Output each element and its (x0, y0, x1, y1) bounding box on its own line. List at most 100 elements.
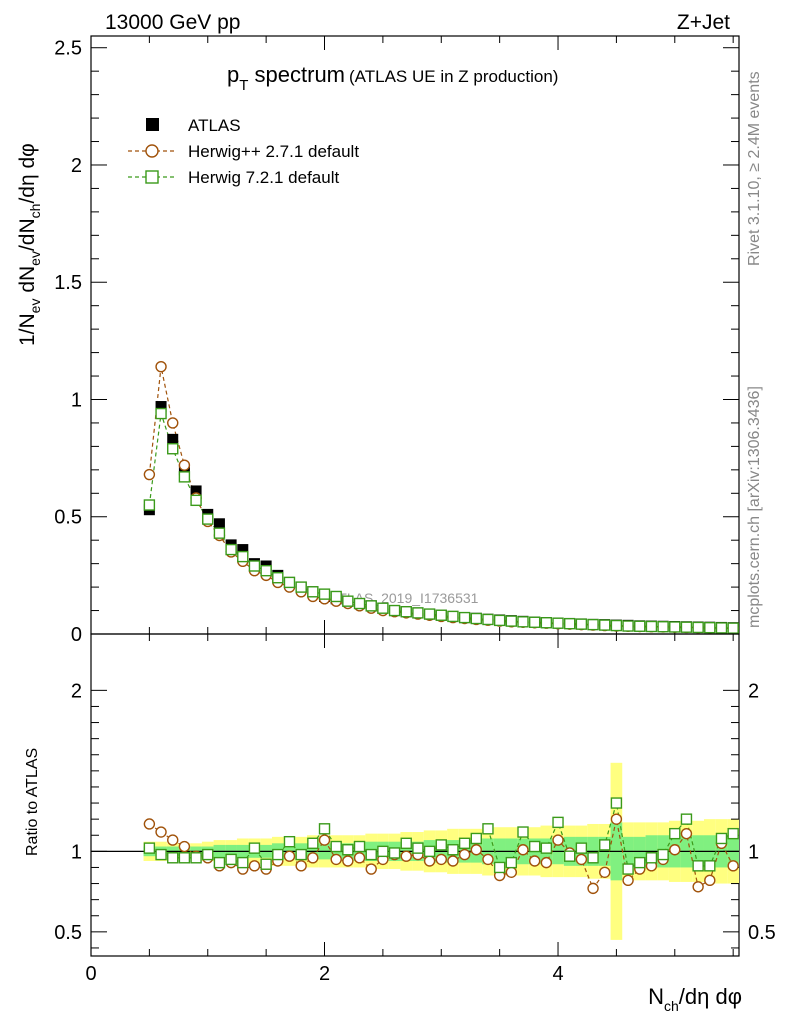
ratio-herwigpp-point (400, 850, 412, 862)
ratio-herwigpp-point (330, 853, 342, 866)
ratio-herwig7-point (295, 848, 307, 861)
main-herwig7-point (692, 621, 704, 634)
legend-herwig7-marker (145, 170, 159, 184)
main-herwig7-point (283, 576, 296, 589)
legend-atlas-label: ATLAS (188, 116, 241, 135)
main-y-tick-label: 1 (71, 389, 82, 411)
main-atlas-point (155, 401, 167, 413)
ratio-herwig7-point (155, 848, 167, 861)
main-herwig7-point (704, 621, 716, 634)
ratio-herwig7-point (377, 845, 389, 858)
main-herwig7-point (587, 618, 599, 631)
ratio-herwigpp-point (599, 866, 611, 878)
main-herwig7-point (669, 621, 681, 633)
ratio-herwig7-point (225, 853, 237, 866)
ratio-y-tick-label: 1 (71, 841, 82, 863)
ratio-y-tick-label-right: 0.5 (748, 922, 776, 944)
ratio-herwigpp-point (458, 848, 471, 861)
main-herwig7-point (575, 618, 588, 630)
main-herwig7-point (225, 543, 237, 556)
ratio-herwigpp-point (575, 853, 588, 866)
ratio-herwig7-point (645, 852, 658, 864)
main-herwig7-point (470, 612, 482, 625)
ratio-herwig7-point (610, 797, 623, 809)
ratio-herwigpp-point (470, 844, 482, 856)
main-y-tick-label: 2.5 (54, 38, 82, 60)
ratio-herwigpp-point (727, 860, 739, 872)
main-herwig7-point (318, 588, 331, 600)
main-atlas-point (213, 518, 225, 530)
main-herwigpp-point (167, 417, 179, 429)
header-process: Z+Jet (677, 11, 730, 34)
main-herwig7-point (552, 617, 564, 629)
ratio-herwig7-point (248, 842, 261, 854)
ratio-herwigpp-point (669, 844, 681, 856)
ratio-herwig7-point (400, 837, 412, 849)
main-herwig7-point (493, 614, 506, 627)
mcplots-reference-label: mcplots.cern.ch [arXiv:1306.3436] (746, 386, 763, 628)
ratio-herwigpp-point (622, 874, 634, 887)
main-herwig7-point (377, 602, 389, 614)
main-herwig7-point (178, 471, 191, 483)
ratio-herwig7-point (307, 837, 319, 849)
ratio-herwig7-point (715, 832, 728, 845)
ratio-herwig7-point (342, 844, 354, 856)
main-herwig7-point (190, 494, 202, 507)
ratio-herwigpp-point (692, 881, 704, 893)
ratio-herwigpp-point (552, 834, 564, 846)
main-herwig7-point (517, 616, 529, 628)
ratio-herwigpp-point (295, 860, 307, 872)
ratio-herwigpp-point (248, 860, 261, 872)
main-herwig7-point (447, 610, 459, 623)
main-herwig7-point (458, 611, 471, 624)
ratio-herwig7-point (260, 858, 272, 870)
ratio-herwigpp-point (435, 853, 447, 866)
main-herwig7-point (353, 597, 366, 610)
main-herwig7-point (657, 621, 669, 633)
ratio-herwig7-point (482, 823, 494, 835)
ratio-herwigpp-point (447, 855, 459, 867)
ratio-herwig7-point (167, 852, 179, 864)
ratio-herwig7-point (540, 842, 553, 854)
ratio-herwig7-point (202, 848, 214, 861)
main-y-axis-label: 1/Nev dNev/dNch/dη dφ (16, 143, 43, 346)
main-herwig7-point (412, 607, 424, 619)
main-herwig7-point (307, 586, 319, 598)
main-herwig7-point (599, 619, 611, 631)
ratio-herwigpp-point (587, 882, 599, 895)
ratio-herwigpp-point (178, 840, 191, 853)
ratio-y-tick-label: 2 (71, 680, 82, 702)
ratio-herwig7-point (143, 842, 156, 854)
ratio-herwig7-point (435, 839, 447, 851)
main-herwig7-point (528, 616, 541, 628)
ratio-herwigpp-point (143, 818, 156, 830)
ratio-herwigpp-point (528, 855, 541, 867)
main-herwig7-point (727, 622, 739, 634)
ratio-herwig7-point (283, 835, 296, 848)
main-y-tick-label: 2 (71, 155, 82, 177)
legend-herwigpp-marker (145, 144, 159, 158)
main-herwig7-point (237, 550, 249, 563)
x-tick-label: 2 (319, 963, 330, 985)
ratio-herwig7-point (423, 845, 436, 858)
main-herwig7-point (272, 572, 284, 584)
header-energy: 13000 GeV pp (105, 11, 240, 34)
main-y-tick-label: 1.5 (54, 272, 82, 294)
main-herwig7-point (645, 620, 658, 633)
main-herwig7-point (342, 595, 354, 607)
main-herwig7-point (155, 407, 167, 420)
main-herwigpp-point (178, 459, 191, 471)
ratio-herwigpp-point (283, 850, 296, 862)
ratio-herwig7-point (365, 848, 377, 861)
ratio-herwig7-point (704, 860, 716, 872)
ratio-herwigpp-point (342, 855, 354, 867)
ratio-herwig7-point (680, 813, 693, 825)
ratio-herwig7-point (727, 827, 739, 840)
ratio-herwig7-point (353, 840, 366, 853)
main-herwig7-point (260, 564, 272, 577)
ratio-herwig7-point (634, 856, 646, 869)
ratio-herwig7-point (493, 861, 506, 874)
main-herwig7-point (400, 606, 412, 618)
ratio-y-tick-label-right: 2 (748, 680, 759, 702)
